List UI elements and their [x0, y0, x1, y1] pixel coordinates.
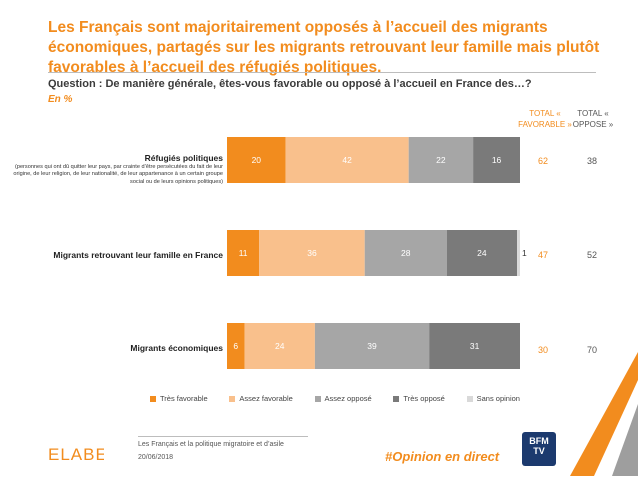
legend-item: Très opposé	[393, 394, 445, 403]
bar-segment	[517, 230, 520, 276]
bar-segment	[314, 323, 430, 369]
bar-value-label: 16	[492, 155, 502, 165]
slide-title: Les Français sont majoritairement opposé…	[48, 19, 600, 76]
bar-value-label: 20	[252, 155, 262, 165]
bar-value-label: 1	[522, 248, 527, 258]
legend-label: Très opposé	[403, 394, 445, 403]
legend-item: Très favorable	[150, 394, 208, 403]
bar-value-label: 24	[275, 341, 285, 351]
bar-segment	[473, 137, 520, 183]
total-oppose-refugies: 38	[586, 156, 597, 166]
bar-value-label: 42	[342, 155, 352, 165]
decorative-triangle-icon	[570, 352, 638, 476]
bfmtv-logo: BFM TV	[522, 432, 556, 466]
row-label-refugies: Réfugiés politiques	[144, 153, 223, 163]
legend-swatch	[393, 395, 400, 402]
chart-legend: Très favorable Assez favorable Assez oppos…	[150, 394, 520, 403]
hashtag: #Opinion en direct	[385, 449, 500, 464]
total-oppose-economiques: 70	[586, 345, 597, 355]
legend-label: Sans opinion	[476, 394, 520, 403]
bar-value-label: 36	[307, 248, 317, 258]
legend-label: Très favorable	[160, 394, 208, 403]
bar-value-label: 31	[470, 341, 480, 351]
total-favorable-economiques: 30	[537, 345, 548, 355]
legend-item: Assez favorable	[229, 394, 293, 403]
legend-item: Sans opinion	[466, 394, 520, 403]
header-total-oppose: TOTAL « OPPOSE »	[572, 109, 614, 129]
bar-segment	[285, 137, 409, 183]
total-oppose-famille: 52	[586, 250, 597, 260]
legend-swatch	[229, 395, 236, 402]
bar-segment	[408, 137, 474, 183]
bar-segment	[446, 230, 518, 276]
bar-value-label: 39	[367, 341, 377, 351]
bar-value-label: 24	[477, 248, 487, 258]
bar-value-label: 28	[401, 248, 411, 258]
bar-segment	[364, 230, 447, 276]
unit-label: En %	[48, 94, 73, 105]
bar-segment	[227, 323, 245, 369]
divider	[48, 72, 596, 73]
legend-item: Assez opposé	[314, 394, 372, 403]
header-total-favorable: TOTAL « FAVORABLE »	[518, 109, 572, 129]
total-favorable-famille: 47	[537, 250, 548, 260]
bar-segment	[227, 137, 286, 183]
legend-label: Assez favorable	[239, 394, 293, 403]
legend-label: Assez opposé	[324, 394, 372, 403]
bar-segment	[227, 230, 260, 276]
bar-value-label: 6	[233, 341, 238, 351]
bar-value-label: 22	[436, 155, 446, 165]
bar-segment	[259, 230, 365, 276]
row-note-refugies: (personnes qui ont dû quitter leur pays,…	[13, 164, 223, 185]
elabe-logo: ELABE	[48, 445, 104, 464]
total-favorable-refugies: 62	[537, 156, 548, 166]
legend-swatch	[150, 395, 156, 402]
bar-segment	[429, 323, 520, 369]
footer-date: 20/06/2018	[138, 454, 174, 461]
bar-segment	[244, 323, 315, 369]
row-label-economiques: Migrants économiques	[130, 343, 223, 353]
question-text: Question : De manière générale, êtes-vou…	[48, 78, 532, 90]
bar-value-label: 11	[239, 248, 248, 258]
row-label-famille: Migrants retrouvant leur famille en Fran…	[53, 250, 223, 260]
svg-text:ELABE: ELABE	[48, 445, 104, 464]
footer-divider	[138, 436, 308, 437]
legend-swatch	[466, 395, 473, 402]
footer-study-title: Les Français et la politique migratoire …	[138, 441, 284, 448]
legend-swatch	[314, 395, 321, 402]
